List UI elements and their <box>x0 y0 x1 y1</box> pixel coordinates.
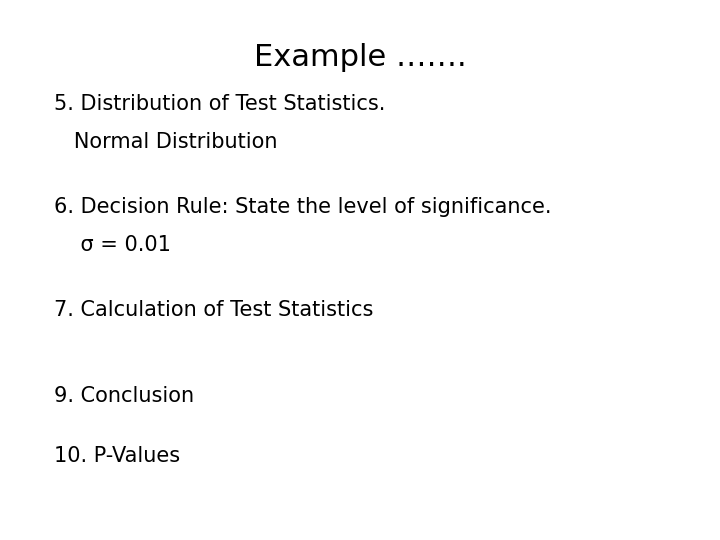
Text: σ = 0.01: σ = 0.01 <box>54 235 171 255</box>
Text: Example …….: Example ……. <box>253 43 467 72</box>
Text: 9. Conclusion: 9. Conclusion <box>54 386 194 406</box>
Text: 6. Decision Rule: State the level of significance.: 6. Decision Rule: State the level of sig… <box>54 197 552 217</box>
Text: 10. P-Values: 10. P-Values <box>54 446 180 465</box>
Text: 5. Distribution of Test Statistics.: 5. Distribution of Test Statistics. <box>54 94 385 114</box>
Text: 7. Calculation of Test Statistics: 7. Calculation of Test Statistics <box>54 300 374 320</box>
Text: Normal Distribution: Normal Distribution <box>54 132 277 152</box>
